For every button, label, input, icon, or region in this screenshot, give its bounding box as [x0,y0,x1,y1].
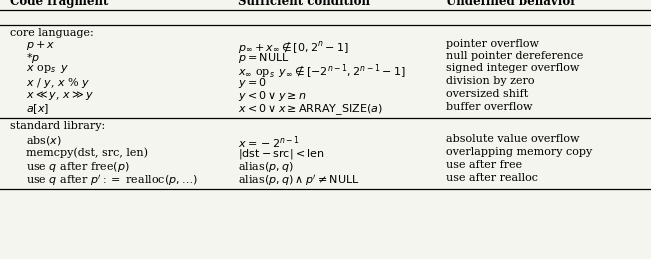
Text: core language:: core language: [10,28,94,38]
Text: $p = \mathrm{NULL}$: $p = \mathrm{NULL}$ [238,51,289,65]
Text: $*p$: $*p$ [26,51,40,65]
Text: alias$(p, q) \wedge p' \neq \mathrm{NULL}$: alias$(p, q) \wedge p' \neq \mathrm{NULL… [238,173,359,188]
Text: Code fragment: Code fragment [10,0,108,8]
Text: pointer overflow: pointer overflow [446,39,539,49]
Text: alias$(p, q)$: alias$(p, q)$ [238,160,294,174]
Text: $a[x]$: $a[x]$ [26,102,49,116]
Text: $x_{\infty}$ op$_s\,$ $y_{\infty} \notin [-2^{n-1}, 2^{n-1} - 1]$: $x_{\infty}$ op$_s\,$ $y_{\infty} \notin… [238,63,405,81]
Text: $p + x$: $p + x$ [26,39,55,52]
Text: signed integer overflow: signed integer overflow [446,63,579,73]
Text: abs$(x)$: abs$(x)$ [26,134,62,147]
Text: $x < 0 \vee x \geq \mathrm{ARRAY\_SIZE}(a)$: $x < 0 \vee x \geq \mathrm{ARRAY\_SIZE}(… [238,102,382,117]
Text: oversized shift: oversized shift [446,89,528,99]
Text: absolute value overflow: absolute value overflow [446,134,579,144]
Text: $x = -2^{n-1}$: $x = -2^{n-1}$ [238,134,299,150]
Text: buffer overflow: buffer overflow [446,102,533,112]
Text: $y = 0$: $y = 0$ [238,76,266,90]
Text: $x$ op$_s\,$ $y$: $x$ op$_s\,$ $y$ [26,63,69,75]
Text: standard library:: standard library: [10,121,105,131]
Text: $y < 0 \vee y \geq n$: $y < 0 \vee y \geq n$ [238,89,306,103]
Text: overlapping memory copy: overlapping memory copy [446,147,592,157]
Text: division by zero: division by zero [446,76,534,86]
Text: use after realloc: use after realloc [446,173,538,183]
Text: memcpy(dst, src, len): memcpy(dst, src, len) [26,147,148,157]
Text: use $q$ after free$(p)$: use $q$ after free$(p)$ [26,160,130,174]
Text: Sufficient condition: Sufficient condition [238,0,370,8]
Text: $x$ / $y$, $x$ % $y$: $x$ / $y$, $x$ % $y$ [26,76,90,90]
Text: Undefined behavior: Undefined behavior [446,0,576,8]
Text: $|\mathrm{dst} - \mathrm{src}| < \mathrm{len}$: $|\mathrm{dst} - \mathrm{src}| < \mathrm… [238,147,324,161]
Text: use $q$ after $p' :=$ realloc$(p, \ldots)$: use $q$ after $p' :=$ realloc$(p, \ldots… [26,173,198,188]
Text: $p_{\infty} + x_{\infty} \notin [0, 2^{n} - 1]$: $p_{\infty} + x_{\infty} \notin [0, 2^{n… [238,39,348,55]
Text: null pointer dereference: null pointer dereference [446,51,583,61]
Text: $x \ll y$, $x \gg y$: $x \ll y$, $x \gg y$ [26,89,94,102]
Text: use after free: use after free [446,160,522,170]
